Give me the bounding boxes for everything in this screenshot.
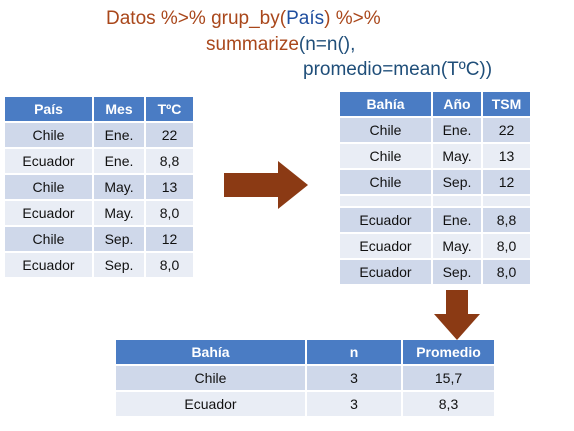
table-cell: May. [93, 173, 146, 200]
table-cell: Ecuador [340, 206, 433, 233]
table-row: Chile Sep. 12 [5, 225, 193, 252]
result-header-bahia: Bahía [116, 340, 307, 365]
code-line-3: promedio=mean(TºC)) [303, 59, 493, 80]
table-cell: 22 [145, 121, 193, 148]
group-separator [340, 194, 530, 207]
table-cell: 22 [482, 116, 530, 143]
table-cell: Sep. [432, 258, 483, 284]
table-cell: 8,0 [482, 232, 530, 259]
table-cell: Ecuador [340, 232, 433, 259]
table-cell: Sep. [93, 251, 146, 277]
table-cell: 3 [306, 390, 403, 416]
table-row: Ecuador Sep. 8,0 [340, 258, 530, 284]
table-cell: Chile [5, 173, 94, 200]
table-cell: 12 [482, 168, 530, 195]
table-row: Ecuador Ene. 8,8 [340, 206, 530, 233]
input-header-mes: Mes [93, 97, 146, 122]
code-summarize-args: (n=n(), [298, 34, 356, 55]
input-table-header: País Mes TºC [5, 97, 193, 122]
code-pipe-end: ) %>% [324, 8, 381, 29]
right-arrow-icon [224, 161, 308, 209]
code-pipe-group: Datos %>% grup_by( [106, 8, 287, 29]
table-cell: Chile [340, 116, 433, 143]
table-row: Chile May. 13 [5, 173, 193, 200]
table-cell: 15,7 [402, 364, 494, 391]
code-line-1: Datos %>% grup_by(País) %>% [106, 7, 381, 30]
table-cell: May. [93, 199, 146, 226]
table-row: Chile Sep. 12 [340, 168, 530, 195]
input-table: País Mes TºC Chile Ene. 22 Ecuador Ene. … [5, 97, 193, 277]
grouped-table-header: Bahía Año TSM [340, 92, 530, 117]
table-row: Ecuador May. 8,0 [5, 199, 193, 226]
table-cell: Chile [5, 121, 94, 148]
table-cell: Ene. [93, 121, 146, 148]
table-cell: 12 [145, 225, 193, 252]
table-cell: May. [432, 232, 483, 259]
code-group-var: País [286, 8, 325, 29]
code-line-2: summarize(n=n(), [206, 33, 355, 56]
table-cell: 8,8 [482, 206, 530, 233]
table-cell: 13 [482, 142, 530, 169]
table-cell: May. [432, 142, 483, 169]
table-cell: Sep. [93, 225, 146, 252]
table-cell: 13 [145, 173, 193, 200]
table-cell: Ecuador [5, 147, 94, 174]
grouped-header-ano: Año [432, 92, 483, 117]
result-table-header: Bahía n Promedio [116, 340, 494, 365]
table-cell: 8,3 [402, 390, 494, 416]
table-row: Ecuador May. 8,0 [340, 232, 530, 259]
table-cell: Chile [340, 168, 433, 195]
table-row: Ecuador 3 8,3 [116, 390, 494, 416]
code-summarize: summarize [206, 34, 299, 55]
table-row: Chile Ene. 22 [5, 121, 193, 148]
table-cell: 8,0 [482, 258, 530, 284]
result-table: Bahía n Promedio Chile 3 15,7 Ecuador 3 … [116, 340, 494, 416]
table-row: Ecuador Sep. 8,0 [5, 251, 193, 277]
grouped-header-tsm: TSM [482, 92, 530, 117]
down-arrow-icon [434, 290, 480, 340]
table-row: Chile May. 13 [340, 142, 530, 169]
grouped-table: Bahía Año TSM Chile Ene. 22 Chile May. 1… [340, 92, 530, 284]
table-cell: 8,0 [145, 199, 193, 226]
table-cell: Chile [116, 364, 307, 391]
grouped-header-bahia: Bahía [340, 92, 433, 117]
table-cell: Sep. [432, 168, 483, 195]
table-cell: Ene. [93, 147, 146, 174]
table-cell: Ecuador [5, 251, 94, 277]
table-cell: Ene. [432, 206, 483, 233]
table-cell: Chile [5, 225, 94, 252]
input-header-temp: TºC [145, 97, 193, 122]
table-cell: 8,0 [145, 251, 193, 277]
result-header-n: n [306, 340, 403, 365]
table-cell: 3 [306, 364, 403, 391]
table-cell: Chile [340, 142, 433, 169]
table-cell: 8,8 [145, 147, 193, 174]
table-cell: Ecuador [5, 199, 94, 226]
result-header-promedio: Promedio [402, 340, 494, 365]
table-cell: Ecuador [116, 390, 307, 416]
table-row: Chile Ene. 22 [340, 116, 530, 143]
table-row: Chile 3 15,7 [116, 364, 494, 391]
table-cell: Ecuador [340, 258, 433, 284]
table-row: Ecuador Ene. 8,8 [5, 147, 193, 174]
input-header-pais: País [5, 97, 94, 122]
table-cell: Ene. [432, 116, 483, 143]
